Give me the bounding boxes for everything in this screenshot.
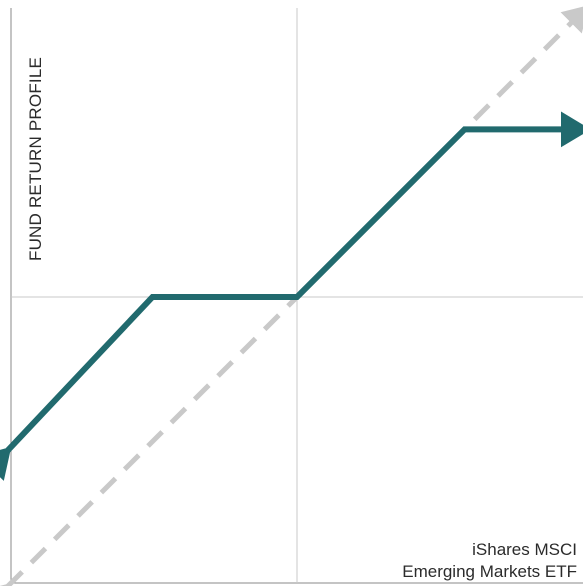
series-layer [0,5,583,586]
fund-return-line [0,111,583,481]
y-axis-label: FUND RETURN PROFILE [26,57,45,261]
x-axis-label-line-1: iShares MSCI [472,540,577,559]
x-axis-label-line-2: Emerging Markets ETF [402,562,577,581]
